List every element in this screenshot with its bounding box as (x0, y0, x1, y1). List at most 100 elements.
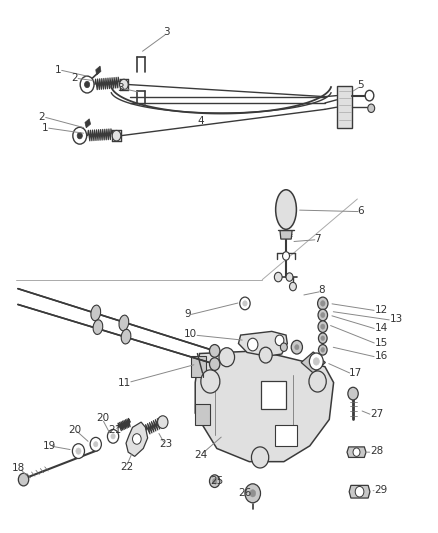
Ellipse shape (121, 329, 131, 344)
Text: 1: 1 (42, 123, 48, 133)
Polygon shape (195, 403, 210, 425)
Circle shape (309, 371, 326, 392)
Text: 26: 26 (238, 488, 252, 498)
Text: 1: 1 (55, 65, 61, 75)
Circle shape (201, 370, 220, 393)
Circle shape (318, 309, 328, 321)
Circle shape (111, 434, 115, 439)
Ellipse shape (276, 190, 297, 229)
Circle shape (318, 333, 327, 343)
Circle shape (355, 487, 364, 497)
Text: 3: 3 (117, 83, 124, 93)
Circle shape (209, 475, 220, 488)
Circle shape (274, 272, 282, 282)
Circle shape (321, 324, 325, 329)
Polygon shape (280, 231, 292, 239)
Circle shape (85, 82, 90, 88)
Polygon shape (261, 381, 286, 409)
Circle shape (286, 273, 293, 281)
Ellipse shape (93, 320, 103, 335)
Polygon shape (337, 86, 352, 128)
Circle shape (107, 430, 119, 443)
Text: 18: 18 (12, 463, 25, 473)
Polygon shape (195, 351, 334, 462)
Circle shape (77, 133, 82, 139)
Text: 29: 29 (374, 484, 388, 495)
Text: 2: 2 (39, 112, 45, 122)
Circle shape (250, 490, 256, 497)
Text: 4: 4 (198, 116, 204, 126)
Circle shape (245, 484, 261, 503)
Circle shape (240, 297, 250, 310)
Text: 10: 10 (184, 329, 197, 339)
Text: 25: 25 (210, 476, 224, 486)
Text: 19: 19 (43, 441, 56, 451)
Circle shape (313, 358, 319, 365)
Text: 13: 13 (390, 314, 403, 324)
Circle shape (321, 336, 325, 341)
Text: 12: 12 (374, 305, 388, 315)
Circle shape (365, 90, 374, 101)
Circle shape (321, 348, 325, 352)
Circle shape (275, 335, 284, 345)
Polygon shape (349, 486, 370, 498)
Polygon shape (191, 356, 206, 377)
Circle shape (212, 479, 217, 484)
Polygon shape (301, 352, 325, 373)
Text: 5: 5 (357, 79, 364, 90)
Circle shape (348, 387, 358, 400)
Circle shape (209, 344, 220, 357)
Circle shape (80, 76, 94, 93)
Text: 7: 7 (314, 233, 321, 244)
Circle shape (158, 416, 168, 429)
Circle shape (133, 434, 141, 444)
Text: 22: 22 (120, 462, 134, 472)
Circle shape (219, 348, 235, 367)
Circle shape (280, 343, 287, 351)
Text: 8: 8 (318, 285, 325, 295)
Circle shape (318, 344, 327, 355)
Circle shape (251, 447, 269, 468)
Circle shape (209, 358, 220, 370)
Circle shape (243, 301, 247, 306)
Text: 27: 27 (371, 409, 384, 419)
Circle shape (309, 353, 323, 370)
Text: 2: 2 (71, 73, 78, 83)
Circle shape (321, 301, 325, 306)
Text: 24: 24 (194, 450, 207, 460)
Text: 6: 6 (357, 206, 364, 216)
Circle shape (283, 252, 290, 260)
Circle shape (291, 341, 303, 354)
Text: 20: 20 (68, 425, 81, 435)
Circle shape (90, 438, 101, 451)
Circle shape (73, 127, 87, 144)
Ellipse shape (119, 315, 129, 331)
Circle shape (290, 282, 297, 291)
Circle shape (18, 473, 29, 486)
Text: 11: 11 (117, 377, 131, 387)
Polygon shape (85, 119, 91, 128)
Circle shape (318, 321, 328, 333)
Text: 21: 21 (109, 425, 122, 435)
Circle shape (76, 448, 81, 454)
Text: 15: 15 (374, 338, 388, 348)
Text: 14: 14 (374, 323, 388, 333)
Text: 3: 3 (163, 27, 170, 37)
Ellipse shape (120, 79, 128, 90)
Polygon shape (275, 425, 297, 446)
Text: 16: 16 (374, 351, 388, 361)
Polygon shape (347, 447, 366, 457)
Text: 17: 17 (349, 368, 362, 378)
Text: 20: 20 (96, 413, 109, 423)
Circle shape (295, 344, 299, 350)
Polygon shape (96, 66, 101, 75)
Circle shape (247, 338, 258, 351)
Circle shape (321, 312, 325, 318)
Text: 23: 23 (159, 439, 173, 449)
Circle shape (368, 104, 374, 112)
Ellipse shape (91, 305, 101, 321)
Circle shape (318, 297, 328, 310)
Circle shape (259, 347, 272, 363)
Circle shape (94, 442, 98, 447)
Polygon shape (238, 332, 287, 356)
